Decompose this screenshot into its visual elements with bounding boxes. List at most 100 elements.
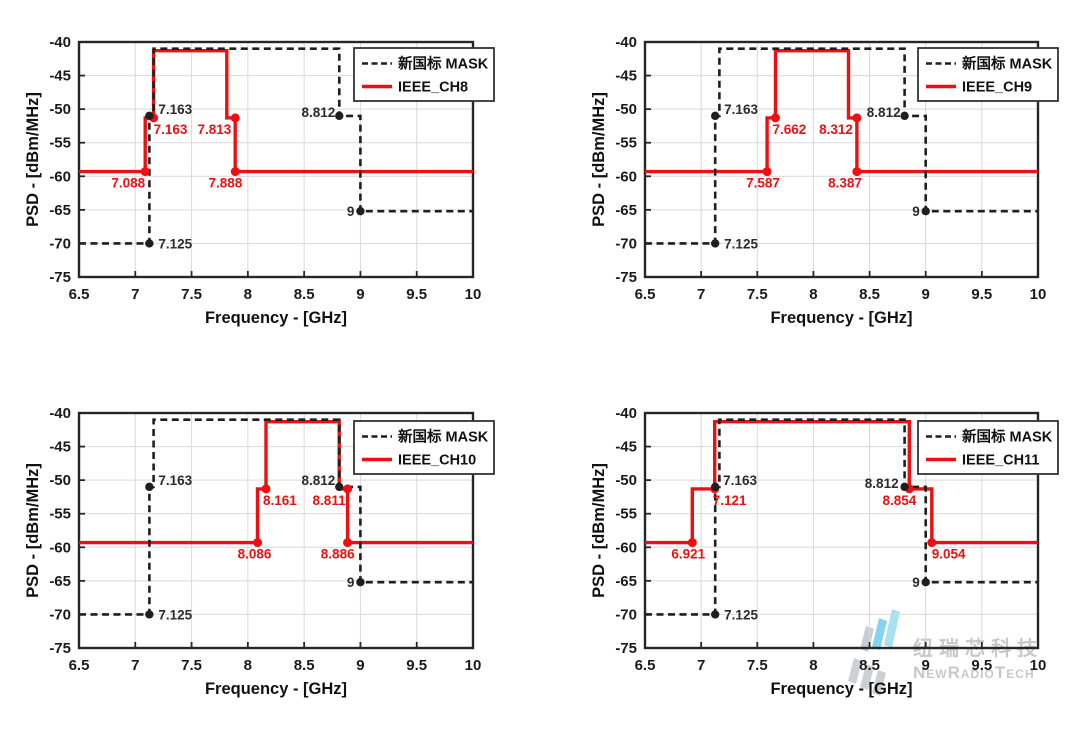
watermark-company-en: NewRadioTech	[913, 663, 1035, 682]
y-tick-label: -65	[49, 573, 71, 590]
mask-data-point-dot	[710, 239, 720, 248]
x-tick-label: 8.5	[294, 286, 315, 303]
plot-frame	[643, 411, 1040, 650]
ieee-data-point-label: 9.054	[932, 547, 966, 562]
ieee-series-line	[79, 49, 473, 174]
mask-data-point-dot	[145, 239, 154, 248]
ieee-data-point-label: 8.161	[263, 493, 297, 508]
mask-data-point-label: 9	[912, 204, 920, 219]
y-tick-label: -50	[49, 101, 71, 118]
mask-data-point-label: 7.125	[158, 236, 192, 251]
ieee-data-point-label: 8.811	[313, 493, 347, 508]
mask-data-point-label: 8.812	[301, 473, 335, 488]
mask-data-point-label: 8.812	[301, 105, 335, 120]
y-tick-label: -45	[615, 439, 637, 456]
ieee-data-point-dot	[253, 538, 263, 548]
y-tick-label: -55	[49, 506, 71, 523]
y-tick-label: -75	[615, 640, 637, 657]
y-axis-label: PSD - [dBm/MHz]	[590, 463, 608, 598]
legend-mask-label: 新国标 MASK	[962, 55, 1053, 73]
ieee-data-point-dot	[852, 113, 862, 123]
chart-ieee_ch8: 6.5 7 7.5 8 8.5 9 9.5 10 -40 -45 -50 -55 -60 -65 -70 -7…	[24, 34, 495, 327]
mask-data-point-label: 7.163	[723, 473, 757, 488]
legend-mask-label: 新国标 MASK	[962, 428, 1053, 446]
y-tick-label: -55	[615, 135, 637, 152]
x-tick-label: 7.5	[181, 657, 202, 674]
mask-data-point-dot	[335, 111, 344, 121]
plot-frame	[77, 411, 475, 650]
legend: 新国标 MASK IEEE_CH8	[353, 47, 495, 102]
legend-ieee-label: IEEE_CH8	[398, 80, 468, 96]
x-tick-label: 6.5	[635, 657, 656, 674]
x-tick-label: 9.5	[971, 286, 992, 303]
y-tick-label: -75	[49, 640, 71, 657]
y-tick-label: -50	[49, 472, 71, 489]
mask-data-point-dot	[356, 578, 365, 587]
mask-data-point-label: 7.125	[724, 236, 758, 251]
legend: 新国标 MASK IEEE_CH10	[353, 420, 495, 475]
ieee-data-point-label: 7.121	[713, 493, 747, 508]
x-tick-label: 10	[1030, 286, 1047, 303]
x-tick-label: 10	[465, 657, 482, 674]
plot-frame	[77, 40, 475, 279]
y-tick-label: -45	[615, 68, 637, 85]
mask-series-line	[645, 47, 1038, 245]
x-tick-label: 7	[131, 286, 139, 303]
x-tick-label: 7.5	[747, 657, 768, 674]
x-tick-label: 9.5	[406, 286, 427, 303]
y-tick-label: -55	[49, 135, 71, 152]
y-tick-label: -45	[49, 68, 71, 85]
ieee-data-point-label: 8.886	[321, 547, 355, 562]
y-tick-label: -45	[49, 439, 71, 456]
legend-ieee-label: IEEE_CH10	[398, 453, 476, 469]
y-tick-label: -65	[615, 202, 637, 219]
ieee-data-point-dot	[230, 113, 240, 123]
y-tick-label: -65	[615, 573, 637, 590]
mask-data-point-label: 7.163	[158, 473, 192, 488]
mask-data-point-label: 9	[912, 575, 920, 590]
ieee-data-point-dot	[927, 538, 937, 548]
ieee-data-point-dot	[261, 484, 271, 494]
ieee-series-line	[645, 420, 1038, 545]
ieee-data-point-dot	[343, 484, 353, 494]
mask-data-point-label: 8.812	[867, 105, 901, 120]
y-tick-label: -70	[615, 235, 637, 252]
y-tick-label: -40	[49, 34, 71, 51]
ieee-data-point-label: 8.086	[238, 547, 272, 562]
mask-series-line	[645, 418, 1038, 616]
y-axis-label: PSD - [dBm/MHz]	[590, 92, 608, 227]
ieee-series-line	[79, 420, 473, 545]
ieee-data-point-dot	[762, 167, 772, 177]
y-axis-label: PSD - [dBm/MHz]	[24, 92, 42, 227]
x-tick-label: 9.5	[971, 657, 992, 674]
x-tick-label: 8	[244, 286, 252, 303]
mask-data-point-dot	[921, 578, 930, 587]
x-tick-label: 8.5	[294, 657, 315, 674]
y-tick-label: -70	[615, 606, 637, 623]
x-tick-label: 8	[809, 657, 817, 674]
mask-data-point-label: 7.125	[158, 607, 192, 622]
legend-ieee-label: IEEE_CH11	[962, 453, 1039, 469]
mask-data-point-dot	[356, 207, 365, 216]
legend-box	[353, 47, 495, 102]
ieee-data-point-label: 6.921	[671, 547, 705, 562]
x-tick-label: 7.5	[747, 286, 768, 303]
ieee-data-point-dot	[140, 167, 150, 177]
mask-data-point-label: 7.125	[724, 607, 758, 622]
legend-box	[353, 420, 495, 475]
ieee-data-point-label: 8.854	[883, 493, 917, 508]
mask-data-point-dot	[145, 610, 154, 619]
x-axis-label: Frequency - [GHz]	[770, 309, 912, 327]
legend-box	[917, 420, 1059, 475]
y-tick-label: -70	[49, 606, 71, 623]
x-axis-label: Frequency - [GHz]	[205, 680, 347, 698]
y-tick-label: -40	[615, 34, 637, 51]
x-tick-label: 9	[356, 286, 364, 303]
mask-data-point-label: 9	[347, 204, 355, 219]
x-tick-label: 7.5	[181, 286, 202, 303]
x-tick-label: 8.5	[859, 657, 880, 674]
legend-mask-label: 新国标 MASK	[398, 55, 489, 73]
y-tick-label: -55	[615, 506, 637, 523]
legend: 新国标 MASK IEEE_CH11	[917, 420, 1059, 475]
